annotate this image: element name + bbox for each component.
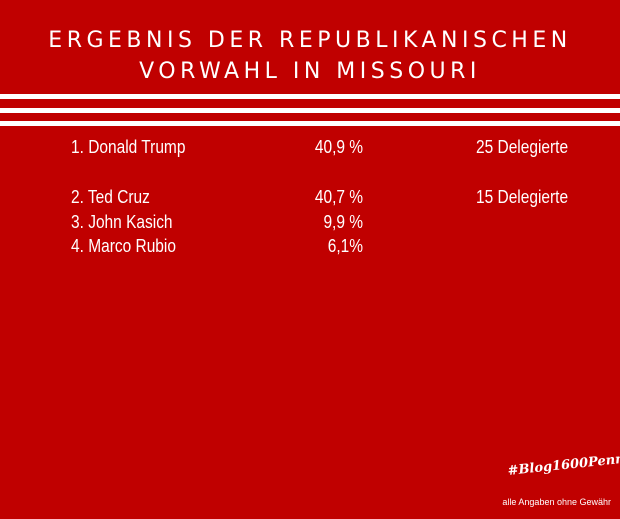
candidate-percent: 40,7 % xyxy=(314,187,363,207)
disclaimer: alle Angaben ohne Gewähr xyxy=(502,497,611,507)
divider-stripe xyxy=(0,94,620,99)
candidate-percent: 40,9 % xyxy=(314,137,363,157)
result-row-kasich: 3. John Kasich 9,9 % xyxy=(0,212,620,236)
candidate-percent: 6,1% xyxy=(327,236,363,256)
title-line-1: ERGEBNIS DER REPUBLIKANISCHEN xyxy=(48,28,572,53)
title-line-2: VORWAHL IN MISSOURI xyxy=(139,59,481,84)
candidate-delegates: 15 Delegierte xyxy=(475,187,568,207)
candidate-name: 1. Donald Trump xyxy=(71,137,186,157)
candidate-percent: 9,9 % xyxy=(323,212,363,232)
hashtag: #Blog1600Penn xyxy=(507,451,620,479)
divider-stripe xyxy=(0,108,620,113)
candidate-name: 2. Ted Cruz xyxy=(71,187,150,207)
candidate-name: 4. Marco Rubio xyxy=(71,236,176,256)
result-row-cruz: 2. Ted Cruz 40,7 % 15 Delegierte xyxy=(0,187,620,211)
result-row-rubio: 4. Marco Rubio 6,1% xyxy=(0,236,620,260)
divider-stripe xyxy=(0,121,620,126)
result-row-trump: 1. Donald Trump 40,9 % 25 Delegierte xyxy=(0,137,620,161)
candidate-name: 3. John Kasich xyxy=(71,212,173,232)
candidate-delegates: 25 Delegierte xyxy=(475,137,568,157)
